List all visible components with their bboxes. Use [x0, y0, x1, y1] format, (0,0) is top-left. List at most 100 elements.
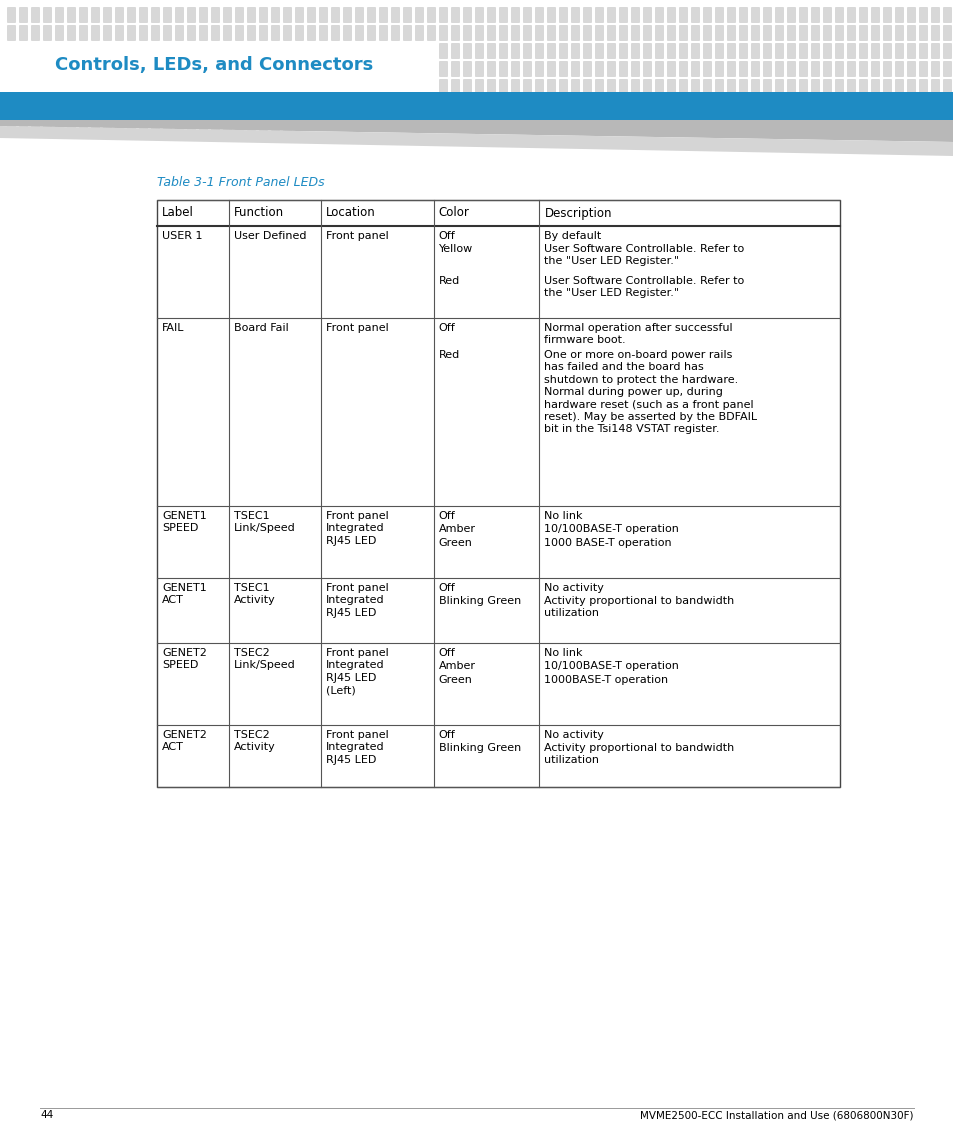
Text: Board Fail: Board Fail: [233, 323, 288, 333]
FancyBboxPatch shape: [618, 79, 627, 95]
FancyBboxPatch shape: [475, 79, 483, 95]
FancyBboxPatch shape: [762, 79, 771, 95]
FancyBboxPatch shape: [906, 79, 915, 95]
FancyBboxPatch shape: [211, 97, 220, 113]
FancyBboxPatch shape: [462, 7, 472, 23]
FancyBboxPatch shape: [30, 97, 40, 113]
FancyBboxPatch shape: [894, 25, 903, 41]
Text: 10/100BASE-T operation: 10/100BASE-T operation: [544, 524, 679, 534]
Text: 1000 BASE-T operation: 1000 BASE-T operation: [544, 538, 672, 548]
FancyBboxPatch shape: [595, 97, 603, 113]
FancyBboxPatch shape: [882, 79, 891, 95]
FancyBboxPatch shape: [355, 7, 364, 23]
FancyBboxPatch shape: [451, 79, 459, 95]
FancyBboxPatch shape: [498, 7, 507, 23]
FancyBboxPatch shape: [307, 7, 315, 23]
FancyBboxPatch shape: [942, 97, 951, 113]
FancyBboxPatch shape: [318, 97, 328, 113]
FancyBboxPatch shape: [415, 7, 423, 23]
FancyBboxPatch shape: [91, 97, 100, 113]
FancyBboxPatch shape: [714, 44, 723, 60]
FancyBboxPatch shape: [558, 97, 567, 113]
FancyBboxPatch shape: [894, 114, 903, 131]
FancyBboxPatch shape: [882, 25, 891, 41]
FancyBboxPatch shape: [630, 97, 639, 113]
FancyBboxPatch shape: [247, 7, 255, 23]
FancyBboxPatch shape: [511, 44, 519, 60]
FancyBboxPatch shape: [318, 114, 328, 131]
FancyBboxPatch shape: [67, 25, 76, 41]
Text: No link: No link: [544, 648, 582, 658]
FancyBboxPatch shape: [378, 114, 388, 131]
FancyBboxPatch shape: [750, 44, 760, 60]
Polygon shape: [0, 126, 953, 156]
FancyBboxPatch shape: [858, 79, 867, 95]
FancyBboxPatch shape: [606, 61, 616, 77]
FancyBboxPatch shape: [402, 7, 412, 23]
FancyBboxPatch shape: [630, 25, 639, 41]
FancyBboxPatch shape: [571, 7, 579, 23]
FancyBboxPatch shape: [918, 25, 927, 41]
Text: Off: Off: [438, 323, 455, 333]
FancyBboxPatch shape: [43, 25, 52, 41]
FancyBboxPatch shape: [498, 44, 507, 60]
FancyBboxPatch shape: [43, 97, 52, 113]
Text: Green: Green: [438, 676, 472, 685]
FancyBboxPatch shape: [702, 44, 711, 60]
FancyBboxPatch shape: [234, 7, 244, 23]
FancyBboxPatch shape: [655, 79, 663, 95]
FancyBboxPatch shape: [283, 25, 292, 41]
FancyBboxPatch shape: [103, 25, 112, 41]
Text: Off: Off: [438, 511, 455, 521]
Text: Function: Function: [233, 206, 284, 220]
FancyBboxPatch shape: [642, 79, 651, 95]
FancyBboxPatch shape: [19, 97, 28, 113]
FancyBboxPatch shape: [666, 25, 676, 41]
FancyBboxPatch shape: [834, 97, 843, 113]
FancyBboxPatch shape: [462, 44, 472, 60]
FancyBboxPatch shape: [91, 25, 100, 41]
FancyBboxPatch shape: [810, 97, 820, 113]
FancyBboxPatch shape: [115, 7, 124, 23]
FancyBboxPatch shape: [642, 114, 651, 131]
FancyBboxPatch shape: [679, 114, 687, 131]
FancyBboxPatch shape: [55, 114, 64, 131]
Text: Front panel: Front panel: [326, 231, 388, 240]
FancyBboxPatch shape: [679, 61, 687, 77]
FancyBboxPatch shape: [427, 25, 436, 41]
FancyBboxPatch shape: [571, 44, 579, 60]
FancyBboxPatch shape: [343, 114, 352, 131]
FancyBboxPatch shape: [546, 44, 556, 60]
FancyBboxPatch shape: [870, 44, 879, 60]
FancyBboxPatch shape: [391, 7, 399, 23]
FancyBboxPatch shape: [762, 25, 771, 41]
FancyBboxPatch shape: [7, 25, 16, 41]
FancyBboxPatch shape: [810, 61, 820, 77]
FancyBboxPatch shape: [199, 97, 208, 113]
FancyBboxPatch shape: [858, 7, 867, 23]
FancyBboxPatch shape: [19, 7, 28, 23]
FancyBboxPatch shape: [294, 25, 304, 41]
FancyBboxPatch shape: [151, 97, 160, 113]
FancyBboxPatch shape: [762, 61, 771, 77]
FancyBboxPatch shape: [630, 7, 639, 23]
FancyBboxPatch shape: [595, 44, 603, 60]
FancyBboxPatch shape: [630, 61, 639, 77]
FancyBboxPatch shape: [858, 25, 867, 41]
FancyBboxPatch shape: [714, 79, 723, 95]
FancyBboxPatch shape: [834, 44, 843, 60]
FancyBboxPatch shape: [942, 44, 951, 60]
FancyBboxPatch shape: [415, 114, 423, 131]
FancyBboxPatch shape: [822, 25, 831, 41]
FancyBboxPatch shape: [870, 7, 879, 23]
FancyBboxPatch shape: [942, 25, 951, 41]
FancyBboxPatch shape: [535, 114, 543, 131]
FancyBboxPatch shape: [511, 97, 519, 113]
FancyBboxPatch shape: [331, 25, 339, 41]
FancyBboxPatch shape: [115, 97, 124, 113]
FancyBboxPatch shape: [799, 61, 807, 77]
FancyBboxPatch shape: [882, 7, 891, 23]
FancyBboxPatch shape: [930, 25, 939, 41]
FancyBboxPatch shape: [294, 7, 304, 23]
FancyBboxPatch shape: [858, 114, 867, 131]
